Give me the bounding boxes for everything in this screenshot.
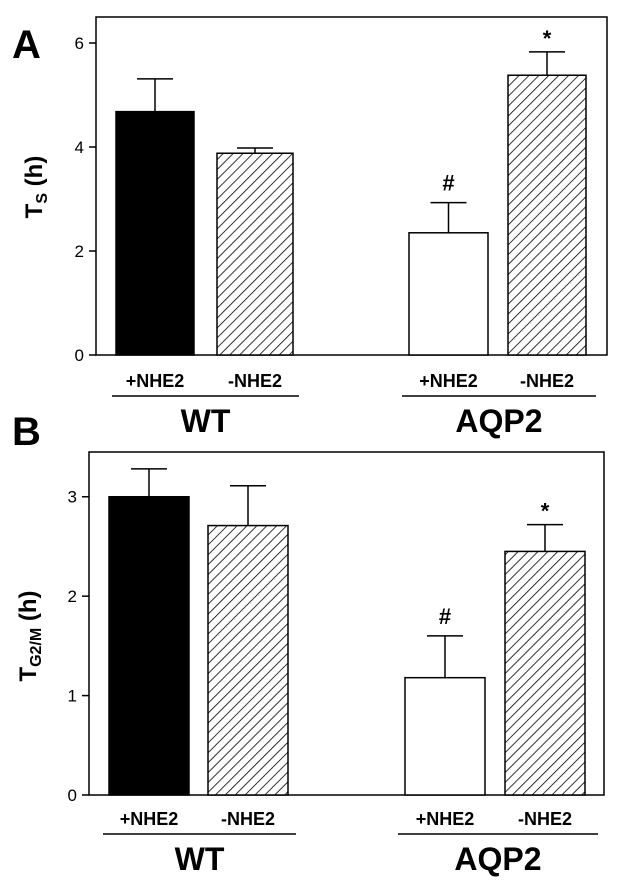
group-label: WT (175, 841, 225, 877)
category-label: -NHE2 (221, 809, 275, 829)
category-label: +NHE2 (419, 371, 478, 391)
y-tick-label: 6 (75, 34, 84, 53)
panel-b: B 0 1 2 3 TG2/M (h) +NHE2 -NHE2 # +NHE2 * -NHE2 WT AQ… (12, 410, 605, 877)
group-label: WT (181, 403, 231, 439)
panel-a: A 0 2 4 6 TS (h) +NHE2 -NHE2 # +NHE2 * -NHE2 WT AQP2 (12, 16, 608, 439)
y-axis-label-main: T (21, 203, 48, 218)
y-tick-label: 0 (75, 346, 84, 365)
category-label: -NHE2 (520, 371, 574, 391)
bar (115, 110, 195, 356)
bar (108, 495, 190, 796)
y-tick-label: 0 (68, 786, 77, 805)
group-label: AQP2 (455, 403, 542, 439)
y-axis-label-subscript: G2/M (28, 628, 45, 667)
y-tick-label: 3 (68, 488, 77, 507)
bar (504, 550, 586, 796)
y-axis-label: TS (h) (21, 156, 51, 219)
significance-marker: * (543, 26, 552, 51)
y-axis-label-subscript: S (34, 193, 51, 204)
y-tick-label: 1 (68, 687, 77, 706)
panel-letter: B (12, 410, 41, 454)
bar (216, 152, 294, 356)
significance-marker: # (439, 604, 451, 629)
plot-frame (88, 451, 605, 796)
significance-marker: * (541, 499, 550, 524)
category-label: +NHE2 (120, 809, 179, 829)
plot-frame (95, 16, 608, 356)
bar (404, 676, 486, 796)
y-tick-label: 2 (75, 242, 84, 261)
y-axis-label-unit: (h) (15, 590, 42, 627)
category-label: -NHE2 (518, 809, 572, 829)
y-tick-label: 4 (75, 138, 84, 157)
y-axis-label-main: T (15, 667, 42, 682)
bar (408, 232, 489, 356)
category-label: +NHE2 (126, 371, 185, 391)
y-tick-label: 2 (68, 587, 77, 606)
y-axis-label: TG2/M (h) (15, 590, 45, 681)
group-label: AQP2 (454, 841, 541, 877)
bar (507, 74, 587, 356)
y-axis-label-unit: (h) (21, 156, 48, 193)
panel-letter: A (12, 23, 41, 67)
significance-marker: # (442, 171, 454, 196)
category-label: -NHE2 (228, 371, 282, 391)
bar (207, 524, 289, 796)
category-label: +NHE2 (416, 809, 475, 829)
